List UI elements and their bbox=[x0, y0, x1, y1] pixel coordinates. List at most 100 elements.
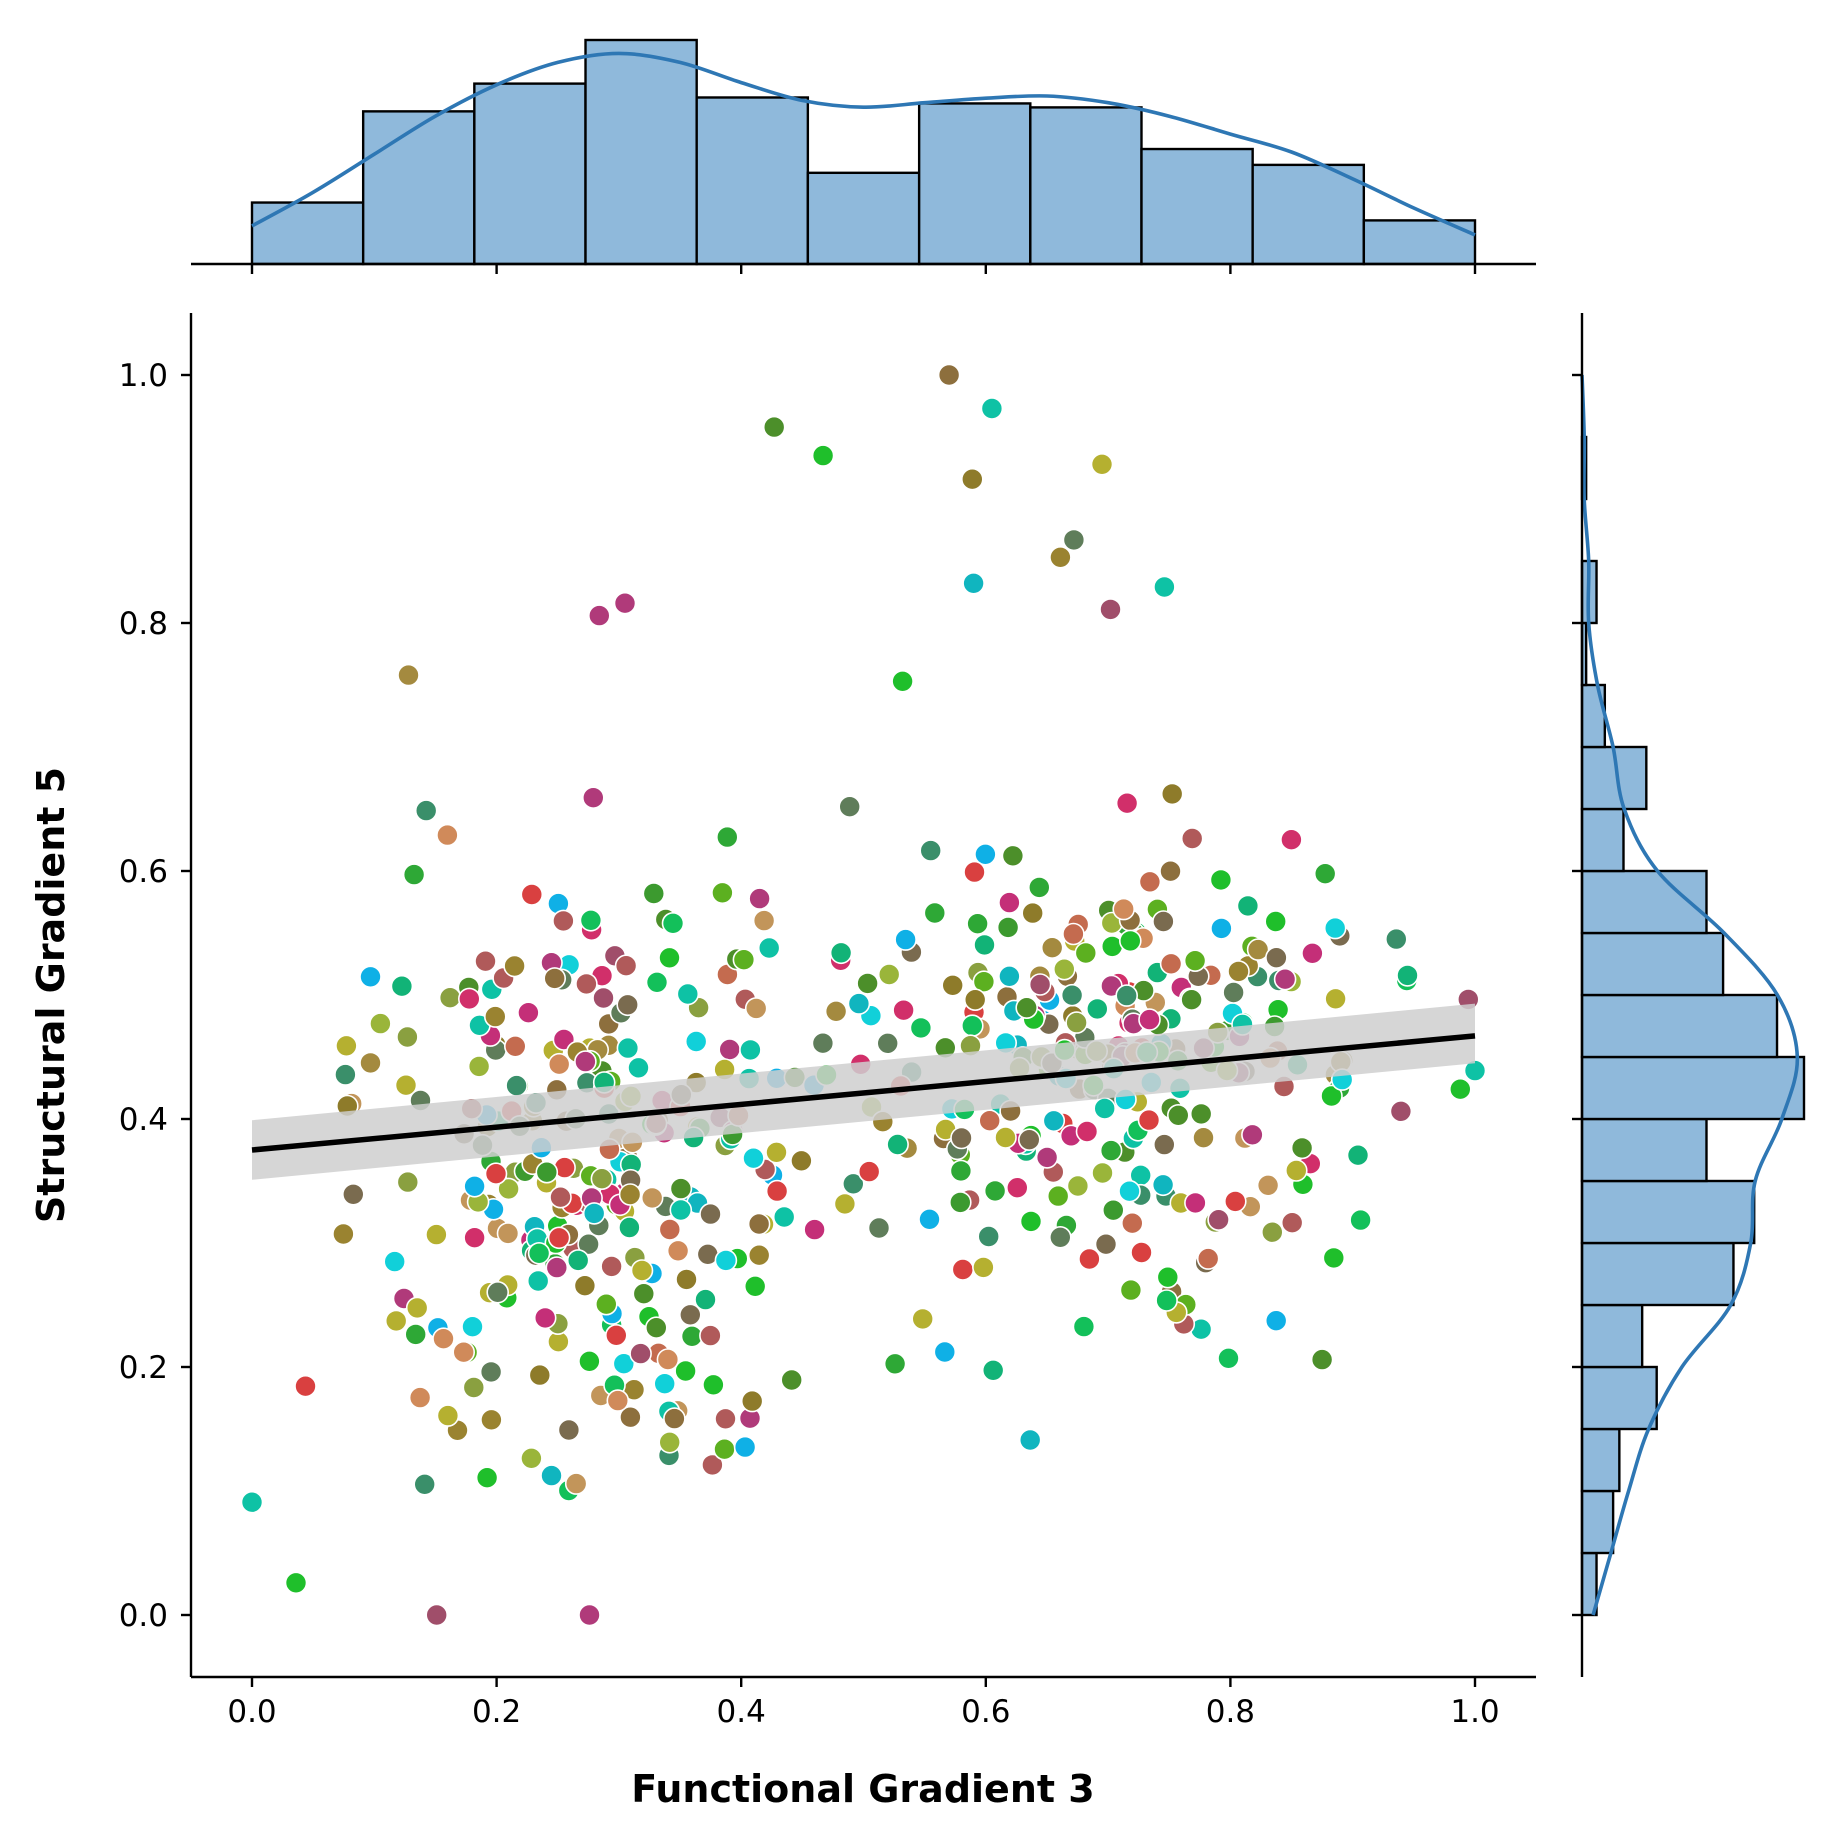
scatter-point bbox=[1115, 984, 1138, 1007]
scatter-point bbox=[1040, 936, 1064, 960]
scatter-point bbox=[1222, 981, 1245, 1004]
scatter-point bbox=[1192, 1126, 1215, 1149]
scatter-point bbox=[1090, 452, 1114, 476]
scatter-point bbox=[1301, 941, 1324, 965]
y-tick-label: 1.0 bbox=[119, 358, 168, 394]
scatter-point bbox=[1273, 967, 1297, 991]
scatter-point bbox=[701, 1453, 724, 1477]
y-hist-bar bbox=[1580, 1489, 1615, 1555]
scatter-point bbox=[480, 1408, 503, 1432]
scatter-point bbox=[824, 999, 848, 1023]
scatter-point bbox=[462, 1376, 486, 1399]
scatter-point bbox=[744, 997, 768, 1020]
scatter-point bbox=[413, 1473, 437, 1496]
scatter-point bbox=[613, 591, 637, 615]
scatter-point bbox=[757, 936, 781, 960]
scatter-point bbox=[463, 1226, 486, 1249]
scatter-point bbox=[937, 363, 961, 387]
scatter-point bbox=[765, 1179, 789, 1203]
scatter-point bbox=[606, 1389, 630, 1412]
scatter-point bbox=[748, 887, 771, 910]
x-marginal-histogram bbox=[250, 38, 1477, 266]
scatter-point bbox=[732, 948, 756, 972]
scatter-point bbox=[714, 1407, 737, 1431]
x-hist-bar bbox=[806, 171, 921, 266]
scatter-point bbox=[963, 860, 986, 884]
scatter-point bbox=[497, 1177, 520, 1201]
scatter-point bbox=[951, 1258, 975, 1281]
scatter-point bbox=[972, 970, 996, 994]
scatter-point bbox=[933, 1340, 957, 1364]
scatter-point bbox=[1385, 927, 1408, 951]
scatter-point bbox=[1078, 1247, 1101, 1271]
scatter-point bbox=[564, 1472, 588, 1495]
scatter-point bbox=[505, 1074, 528, 1097]
scatter-point bbox=[1099, 598, 1122, 621]
scatter-point bbox=[496, 1222, 520, 1245]
scatter-point bbox=[535, 1160, 559, 1184]
scatter-point bbox=[1396, 964, 1419, 987]
scatter-point bbox=[475, 1466, 499, 1489]
scatter-point bbox=[833, 1192, 857, 1216]
x-hist-bar bbox=[250, 201, 365, 266]
scatter-point bbox=[1053, 957, 1076, 981]
scatter-point bbox=[503, 954, 526, 978]
scatter-point bbox=[1180, 988, 1203, 1012]
scatter-point bbox=[1155, 1289, 1178, 1312]
scatter-point bbox=[341, 1183, 365, 1206]
regression-line bbox=[251, 1033, 1476, 1153]
scatter-point bbox=[747, 1243, 771, 1267]
scatter-point bbox=[644, 1316, 668, 1339]
scatter-point bbox=[973, 933, 996, 957]
x-tick-label: 0.8 bbox=[1206, 1694, 1255, 1730]
scatter-point bbox=[1323, 916, 1347, 940]
scatter-point bbox=[467, 1055, 491, 1078]
scatter-point bbox=[618, 1216, 641, 1239]
scatter-point bbox=[941, 973, 965, 997]
scatter-point bbox=[847, 992, 871, 1015]
scatter-point bbox=[408, 1386, 432, 1409]
scatter-point bbox=[1153, 575, 1176, 599]
scatter-point bbox=[1062, 922, 1085, 946]
scatter-point bbox=[334, 1063, 357, 1086]
scatter-point bbox=[656, 1348, 680, 1371]
y-tick-label: 0.6 bbox=[119, 854, 168, 890]
scatter-point bbox=[547, 1226, 571, 1250]
scatter-point bbox=[1349, 1208, 1372, 1232]
scatter-point bbox=[740, 1389, 764, 1413]
scatter-point bbox=[414, 799, 438, 822]
scatter-point bbox=[675, 1268, 698, 1291]
scatter-point bbox=[1099, 1139, 1123, 1162]
y-kde-line bbox=[1580, 374, 1800, 1616]
scatter-point bbox=[1066, 1174, 1090, 1198]
scatter-point bbox=[714, 1249, 738, 1272]
scatter-point bbox=[1265, 946, 1288, 970]
scatter-point bbox=[1449, 1077, 1472, 1101]
y-hist-bar bbox=[1580, 1365, 1658, 1431]
scatter-point bbox=[474, 949, 497, 973]
scatter-point bbox=[1285, 1159, 1308, 1182]
scatter-point bbox=[396, 1025, 419, 1049]
scatter-point bbox=[811, 1031, 835, 1055]
scatter-point bbox=[1074, 941, 1098, 965]
scatter-point bbox=[972, 1256, 995, 1279]
scatter-point bbox=[619, 1405, 642, 1429]
scatter-point bbox=[1001, 844, 1025, 868]
scatter-point bbox=[1121, 1211, 1144, 1235]
scatter-point bbox=[743, 1275, 767, 1298]
scatter-point bbox=[547, 1052, 571, 1076]
scatter-point bbox=[739, 1038, 762, 1062]
scatter-point bbox=[994, 1126, 1017, 1149]
scatter-point bbox=[1224, 1190, 1247, 1213]
scatter-point bbox=[587, 604, 611, 627]
scatter-point bbox=[578, 1603, 601, 1627]
scatter-point bbox=[876, 1032, 900, 1055]
x-tick-label: 0.0 bbox=[227, 1694, 276, 1730]
scatter-point bbox=[1138, 870, 1162, 894]
scatter-point bbox=[359, 965, 382, 989]
x-hist-bar bbox=[695, 96, 810, 266]
scatter-point bbox=[981, 1359, 1005, 1382]
scatter-point bbox=[1072, 1315, 1096, 1338]
scatter-point bbox=[1280, 828, 1303, 852]
regression-fit bbox=[251, 1003, 1476, 1180]
